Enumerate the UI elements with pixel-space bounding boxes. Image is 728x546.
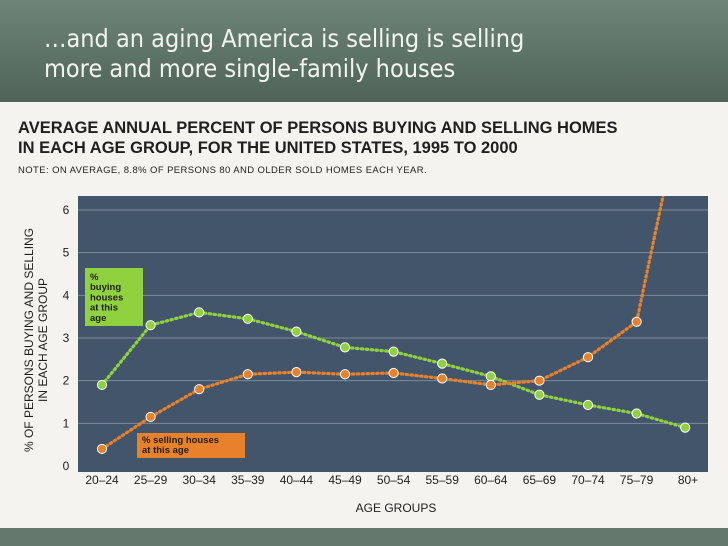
x-tick-label: 30–34 [183,473,217,487]
x-tick-label: 55–59 [426,473,460,487]
plot-area [78,196,708,472]
x-tick-label: 40–44 [280,473,314,487]
data-point [437,358,448,369]
buying-callout-line: buying [90,282,121,293]
data-point [145,411,156,423]
data-point [437,373,448,384]
x-tick-label: 70–74 [571,473,605,487]
data-point [242,369,253,380]
selling-callout-box [137,433,245,458]
data-point [534,375,545,386]
x-tick-label: 60–64 [474,473,508,487]
data-point [388,346,399,357]
y-tick-label: 5 [63,246,70,260]
buying-series [96,307,691,433]
y-tick-label: 4 [63,288,70,302]
data-point [485,379,496,391]
y-tick-label: 6 [63,203,70,217]
data-point [96,379,108,391]
data-point [388,367,399,379]
y-tick-label: 3 [63,331,70,345]
chart-title-line-1: AVERAGE ANNUAL PERCENT OF PERSONS BUYING… [18,119,618,137]
data-point [242,313,253,324]
x-axis-title: AGE GROUPS [356,501,437,515]
chart-title-line-2: IN EACH AGE GROUP, FOR THE UNITED STATES… [18,139,518,157]
selling-series [96,196,665,455]
x-tick-label: 20–24 [85,473,119,487]
chart-title: AVERAGE ANNUAL PERCENT OF PERSONS BUYING… [18,118,718,158]
y-axis-title-line-1: % OF PERSONS BUYING AND SELLING [22,228,36,452]
data-point [339,369,351,380]
data-point [291,367,302,378]
slide-title: …and an aging America is selling is sell… [44,24,638,84]
data-point [291,326,302,337]
data-point [485,371,496,382]
y-axis-title: % OF PERSONS BUYING AND SELLING IN EACH … [22,228,50,452]
y-axis-ticks: 0 1 2 3 4 5 6 [63,203,70,473]
data-point [631,408,642,419]
x-tick-label: 75–79 [620,473,654,487]
y-axis-title-line-2: IN EACH AGE GROUP [36,278,50,402]
footer-strip [0,528,728,546]
data-point [582,399,594,411]
y-tick-label: 1 [63,416,70,430]
buying-callout-line: % [90,272,99,283]
data-point [339,342,351,353]
data-point [96,443,108,455]
y-tick-label: 2 [63,374,70,388]
selling-callout-line: % selling houses [142,435,219,446]
data-point [145,320,156,331]
chart-note: NOTE: ON AVERAGE, 8.8% OF PERSONS 80 AND… [18,165,428,176]
gridlines [78,209,708,424]
selling-callout-line: at this age [142,445,189,456]
buying-callout-line: age [90,313,106,324]
buying-callout-line: houses [90,292,123,303]
x-tick-label: 80+ [678,473,698,487]
x-tick-label: 50–54 [377,473,411,487]
data-point [680,422,691,433]
title-banner: …and an aging America is selling is sell… [0,0,728,102]
y-tick-label: 0 [63,459,70,473]
data-point [582,352,594,363]
x-tick-label: 25–29 [134,473,168,487]
data-point [534,389,545,400]
slide-title-line-2: more and more single-family houses [44,54,456,83]
x-tick-label: 65–69 [523,473,557,487]
buying-callout-line: at this [90,303,118,314]
x-tick-label: 45–49 [328,473,362,487]
x-tick-label: 35–39 [231,473,265,487]
data-point [194,307,205,318]
data-point [631,316,642,327]
slide-title-line-1: …and an aging America is selling is sell… [44,24,525,53]
buying-callout-box [85,268,143,326]
x-axis-ticks: 20–24 25–29 30–34 35–39 40–44 45–49 50–54 55–59… [85,473,698,487]
series-lines [96,196,691,455]
data-point [194,384,205,395]
